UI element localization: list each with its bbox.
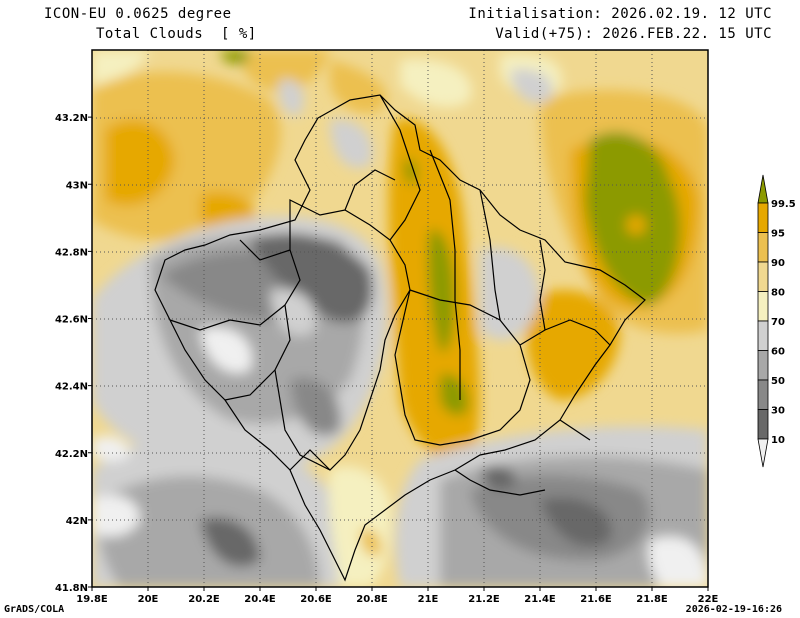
legend-swatch bbox=[757, 232, 769, 263]
grid-lines bbox=[92, 50, 708, 587]
x-tick-label: 21.6E bbox=[580, 594, 612, 605]
x-tick-label: 20.4E bbox=[244, 594, 276, 605]
legend-level-label: 80 bbox=[771, 288, 785, 299]
legend-level-label: 99.5 bbox=[771, 199, 796, 210]
legend-level-label: 10 bbox=[771, 435, 785, 446]
legend-level-label: 60 bbox=[771, 347, 785, 358]
variable-title: Total Clouds [ %] bbox=[96, 26, 257, 42]
y-tick-label: 43N bbox=[66, 180, 88, 191]
legend-swatch bbox=[757, 320, 769, 351]
x-axis: 19.8E 20E 20.2E 20.4E 20.6E 20.8E 21E 21.2E 21.4… bbox=[76, 587, 719, 605]
administrative-borders bbox=[154, 94, 646, 582]
y-tick-label: 43.2N bbox=[55, 113, 88, 124]
legend-swatch bbox=[757, 379, 769, 410]
legend-swatch bbox=[757, 350, 769, 381]
legend-level-label: 90 bbox=[771, 258, 785, 269]
x-tick-label: 21.8E bbox=[636, 594, 668, 605]
legend-level-label: 70 bbox=[771, 317, 785, 328]
legend-swatch bbox=[757, 291, 769, 322]
legend-swatch bbox=[757, 409, 769, 440]
cloud-cover-field bbox=[92, 50, 708, 587]
y-tick-label: 42N bbox=[66, 516, 88, 527]
valid-time: Valid(+75): 2026.FEB.22. 15 UTC bbox=[495, 26, 772, 42]
y-tick-label: 42.6N bbox=[55, 315, 88, 326]
credit-label: GrADS/COLA bbox=[4, 604, 65, 615]
x-tick-label: 20.6E bbox=[300, 594, 332, 605]
legend-swatch bbox=[757, 261, 769, 292]
x-tick-label: 20E bbox=[138, 594, 159, 605]
legend-level-label: 50 bbox=[771, 376, 785, 387]
y-tick-label: 42.2N bbox=[55, 449, 88, 460]
x-tick-label: 21.4E bbox=[524, 594, 556, 605]
legend-bottom-arrow bbox=[757, 438, 769, 468]
y-tick-label: 41.8N bbox=[55, 583, 88, 594]
x-tick-label: 19.8E bbox=[76, 594, 108, 605]
legend-level-label: 95 bbox=[771, 229, 785, 240]
initialisation-time: Initialisation: 2026.02.19. 12 UTC bbox=[468, 6, 772, 22]
y-tick-label: 42.8N bbox=[55, 247, 88, 258]
model-title: ICON-EU 0.0625 degree bbox=[44, 6, 232, 22]
x-tick-label: 22E bbox=[698, 594, 719, 605]
legend-swatch bbox=[757, 202, 769, 233]
generation-timestamp: 2026-02-19-16:26 bbox=[685, 604, 782, 615]
x-tick-label: 21E bbox=[418, 594, 439, 605]
legend-level-label: 30 bbox=[771, 406, 785, 417]
x-tick-label: 20.8E bbox=[356, 594, 388, 605]
legend-top-arrow bbox=[757, 174, 769, 204]
x-tick-label: 20.2E bbox=[188, 594, 220, 605]
color-legend: 99.5 95 90 80 70 60 50 30 10 bbox=[757, 174, 796, 468]
y-tick-label: 42.4N bbox=[55, 382, 88, 393]
y-axis: 41.8N 42N 42.2N 42.4N 42.6N 42.8N 43N 43.2N bbox=[55, 113, 92, 594]
x-tick-label: 21.2E bbox=[468, 594, 500, 605]
